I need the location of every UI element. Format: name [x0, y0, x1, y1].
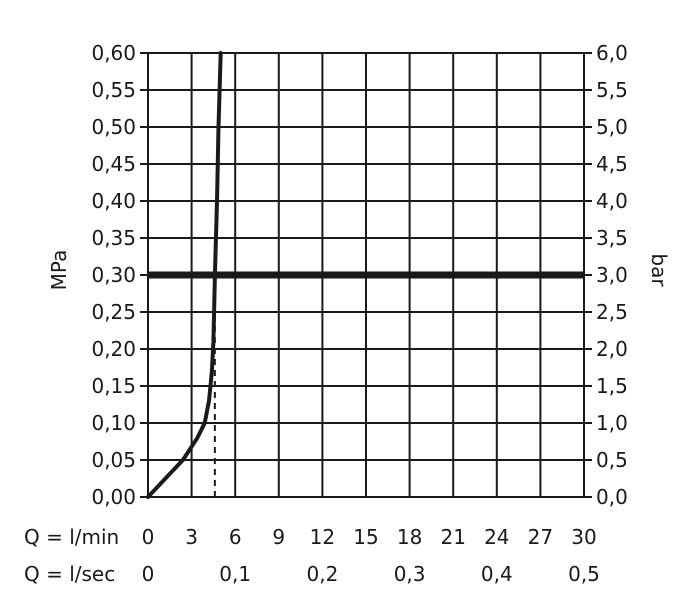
series — [146, 51, 223, 499]
y-tick-label-right: 1,0 — [596, 411, 628, 435]
y-tick-label-left: 0,05 — [91, 448, 136, 472]
y-tick-label-right: 4,5 — [596, 152, 628, 176]
y-tick-label-right: 2,0 — [596, 337, 628, 361]
x-axis-label-min: Q = l/min — [24, 525, 119, 549]
x-tick-label-sec: 0,3 — [394, 562, 426, 586]
series-line — [146, 51, 223, 499]
x-tick-label-min: 6 — [229, 525, 242, 549]
x-tick-label-min: 27 — [528, 525, 553, 549]
x-ticks-min: 0 3 6 9 12 15 18 21 24 27 30 — [142, 525, 597, 549]
y-tick-label-left: 0,10 — [91, 411, 136, 435]
y-tick-label-left: 0,60 — [91, 41, 136, 65]
x-tick-label-min: 15 — [353, 525, 378, 549]
x-tick-label-sec: 0,1 — [219, 562, 251, 586]
x-ticks-sec: 0 0,1 0,2 0,3 0,4 0,5 — [142, 562, 600, 586]
y-tick-label-left: 0,40 — [91, 189, 136, 213]
x-tick-label-min: 3 — [185, 525, 198, 549]
y-tick-label-left: 0,45 — [91, 152, 136, 176]
y-tick-label-left: 0,50 — [91, 115, 136, 139]
y-tick-label-right: 2,5 — [596, 300, 628, 324]
x-tick-label-sec: 0,5 — [568, 562, 600, 586]
y-tick-label-left: 0,20 — [91, 337, 136, 361]
y-axis-label-right: bar — [647, 253, 671, 287]
y-tick-label-left: 0,00 — [91, 485, 136, 509]
x-tick-label-sec: 0 — [142, 562, 155, 586]
y-tick-label-right: 3,0 — [596, 263, 628, 287]
y-tick-label-right: 6,0 — [596, 41, 628, 65]
x-tick-label-min: 24 — [484, 525, 509, 549]
y-tick-label-right: 0,5 — [596, 448, 628, 472]
y-tick-label-right: 0,0 — [596, 485, 628, 509]
y-tick-label-right: 1,5 — [596, 374, 628, 398]
x-tick-label-min: 30 — [571, 525, 596, 549]
y-tick-label-left: 0,30 — [91, 263, 136, 287]
x-axis-label-sec: Q = l/sec — [24, 562, 115, 586]
y-tick-label-right: 3,5 — [596, 226, 628, 250]
x-tick-label-min: 18 — [397, 525, 422, 549]
y-axis-label-left: MPa — [47, 250, 71, 291]
y-tick-label-left: 0,35 — [91, 226, 136, 250]
y-tick-label-left: 0,25 — [91, 300, 136, 324]
y-tick-label-left: 0,15 — [91, 374, 136, 398]
y-tick-label-left: 0,55 — [91, 78, 136, 102]
x-tick-label-sec: 0,2 — [306, 562, 338, 586]
right-ticks: 0,0 0,5 1,0 1,5 2,0 2,5 3,0 3,5 4,0 4,5 5,0 5,5 6,0 — [596, 41, 628, 509]
x-tick-label-sec: 0,4 — [481, 562, 513, 586]
left-ticks: 0,00 0,05 0,10 0,15 0,20 0,25 0,30 0,35 0,40 0,45… — [91, 41, 136, 509]
y-tick-label-right: 4,0 — [596, 189, 628, 213]
x-tick-label-min: 12 — [310, 525, 335, 549]
y-tick-label-right: 5,0 — [596, 115, 628, 139]
x-tick-label-min: 0 — [142, 525, 155, 549]
x-tick-label-min: 21 — [440, 525, 465, 549]
y-tick-label-right: 5,5 — [596, 78, 628, 102]
x-tick-label-min: 9 — [272, 525, 285, 549]
